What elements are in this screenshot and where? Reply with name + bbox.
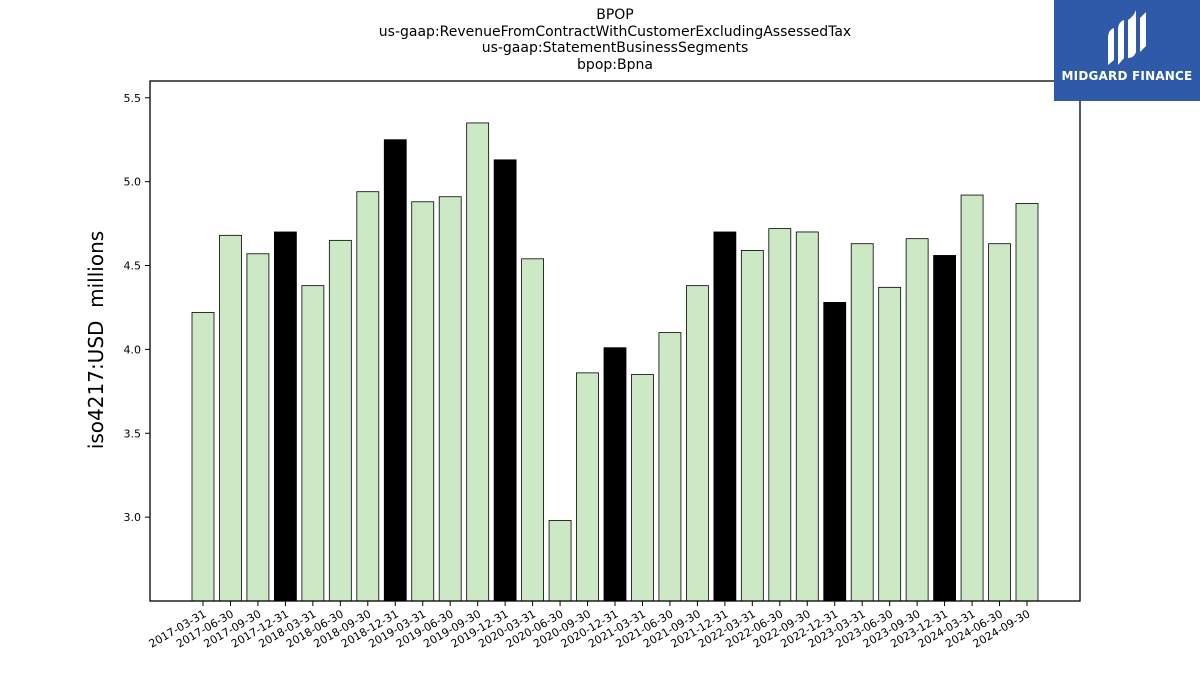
chart-subtitle-concept: us-gaap:RevenueFromContractWithCustomerE…: [378, 24, 852, 40]
bar-2021-03-31: [631, 374, 654, 602]
bar-2019-09-30: [466, 122, 490, 602]
y-tick-label: 4.0: [124, 343, 142, 356]
bar-2024-09-30: [1015, 203, 1039, 602]
bar-2022-12-31: [823, 302, 847, 602]
bar-2022-06-30: [768, 228, 792, 602]
midgard-finance-logo: MIDGARD FINANCE: [1054, 0, 1200, 101]
bar-2020-09-30: [576, 372, 599, 602]
bar-2023-09-30: [905, 238, 929, 602]
bar-2019-06-30: [438, 196, 462, 602]
bar-2020-03-31: [521, 258, 544, 602]
bar-2021-12-31: [713, 231, 737, 602]
logo-mark-icon: [1108, 10, 1146, 65]
bar-2019-12-31: [493, 159, 517, 602]
bar-2017-12-31: [273, 231, 297, 602]
chart-subtitle-axis: us-gaap:StatementBusinessSegments: [481, 40, 749, 56]
bars-group: [191, 122, 1039, 602]
chart-subtitle-member: bpop:Bpna: [577, 57, 653, 73]
y-tick-label: 5.5: [124, 92, 142, 105]
chart-title: BPOP: [596, 7, 634, 23]
bar-2017-09-30: [246, 253, 270, 602]
bar-2020-12-31: [603, 347, 627, 602]
bar-2021-06-30: [658, 332, 682, 602]
plot-frame: [149, 80, 1081, 602]
bar-2017-06-30: [219, 234, 242, 602]
bar-2019-03-31: [411, 201, 435, 602]
bar-2021-09-30: [686, 285, 709, 602]
bar-2023-06-30: [878, 286, 902, 602]
bar-2018-03-31: [301, 285, 325, 602]
bar-2022-03-31: [740, 250, 764, 602]
y-tick-label: 3.0: [124, 511, 142, 524]
bar-2020-06-30: [548, 520, 572, 602]
bar-2018-12-31: [383, 139, 407, 602]
bar-2018-09-30: [356, 191, 380, 602]
y-tick-label: 3.5: [124, 427, 142, 440]
bar-2018-06-30: [328, 239, 352, 602]
bar-2017-03-31: [191, 312, 215, 602]
y-tick-label: 4.5: [124, 260, 142, 273]
y-tick-label: 5.0: [124, 176, 142, 189]
y-axis-label: iso4217:USD millions: [84, 231, 108, 449]
bar-2024-06-30: [988, 243, 1011, 602]
logo-text: MIDGARD FINANCE: [1061, 69, 1193, 83]
bar-2022-09-30: [795, 231, 819, 602]
x-axis: 2017-03-312017-06-302017-09-302017-12-31…: [147, 601, 1033, 651]
bar-2024-03-31: [960, 194, 984, 602]
bar-2023-03-31: [850, 243, 874, 602]
y-axis: 3.0 3.5 4.0 4.5 5.0 5.5: [124, 92, 150, 524]
bar-2023-12-31: [933, 255, 956, 602]
